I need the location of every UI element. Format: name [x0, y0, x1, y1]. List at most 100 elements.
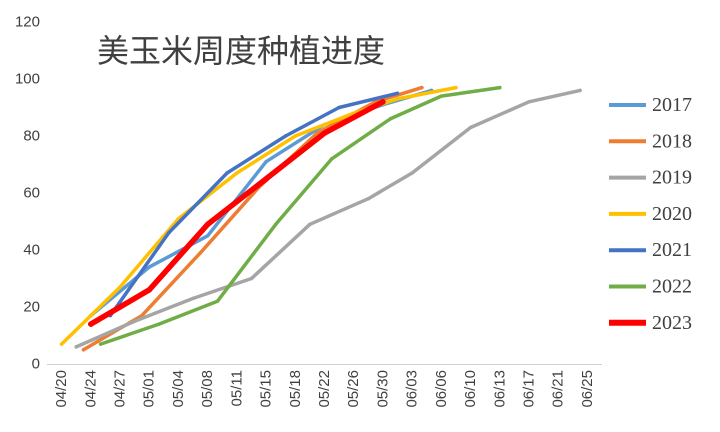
x-tick-label: 04/24 [82, 370, 99, 408]
chart-title: 美玉米周度种植进度 [97, 32, 385, 70]
y-tick-label: 100 [15, 71, 40, 88]
y-tick-label: 60 [23, 185, 40, 202]
x-tick-label: 05/04 [170, 370, 187, 408]
data-point [235, 171, 239, 175]
legend-label: 2021 [652, 239, 692, 261]
data-point [215, 299, 220, 304]
x-tick-label: 04/27 [112, 370, 129, 408]
data-point [293, 134, 298, 138]
series-line-2021 [108, 91, 400, 318]
x-tick-label: 05/22 [316, 370, 333, 408]
x-tick-label: 05/11 [228, 370, 245, 406]
series-line-2023 [88, 99, 386, 327]
x-tick-label: 06/10 [462, 370, 479, 408]
series-line-2019 [74, 88, 582, 349]
data-point [225, 171, 229, 175]
x-axis: 04/20 04/24 04/27 05/01 05/04 05/08 05/11 05/15… [47, 364, 602, 408]
legend: 2017 2018 2019 2020 2021 2022 2023 [609, 94, 692, 334]
data-point [191, 296, 195, 301]
legend-item-2019: 2019 [609, 167, 692, 189]
legend-item-2022: 2022 [609, 276, 692, 298]
data-point [157, 322, 161, 326]
x-tick-label: 06/25 [579, 370, 596, 408]
x-tick-label: 05/01 [141, 370, 158, 408]
data-point [88, 321, 94, 327]
data-point [366, 196, 371, 201]
data-point [204, 221, 211, 228]
data-point [98, 342, 103, 346]
legend-label: 2017 [652, 94, 692, 116]
x-tick-label: 05/18 [287, 370, 304, 408]
series-2021 [108, 91, 400, 318]
data-point [395, 91, 400, 96]
x-tick-label: 06/06 [433, 370, 450, 408]
x-tick-label: 05/30 [374, 370, 391, 408]
data-point [330, 157, 334, 161]
data-point [166, 231, 171, 235]
legend-label: 2020 [652, 203, 692, 225]
legend-label: 2023 [652, 312, 692, 334]
data-point [205, 234, 210, 238]
data-point [395, 97, 400, 101]
data-point [388, 117, 392, 121]
data-point [337, 105, 341, 110]
y-tick-label: 40 [23, 242, 40, 259]
x-tick-label: 06/13 [491, 370, 508, 408]
legend-item-2023: 2023 [609, 312, 692, 334]
data-point [380, 99, 386, 105]
x-tick-label: 06/03 [404, 370, 421, 408]
data-point [263, 176, 269, 182]
data-point [274, 222, 278, 227]
data-point [321, 130, 328, 136]
data-point [74, 345, 78, 349]
series-line-2020 [59, 85, 458, 346]
series-line-2018 [81, 85, 424, 352]
data-point [283, 134, 288, 138]
data-point [81, 348, 86, 352]
y-axis-tick-labels: 0 20 40 60 80 100 120 [15, 14, 40, 373]
data-point [198, 251, 203, 255]
data-point [454, 85, 458, 90]
y-tick-label: 80 [23, 128, 40, 145]
data-point [118, 285, 122, 289]
x-tick-label: 06/21 [550, 370, 567, 408]
y-tick-label: 20 [23, 299, 40, 316]
data-point [315, 131, 319, 135]
data-point [249, 276, 254, 281]
data-point [59, 342, 64, 346]
x-tick-label: 05/26 [345, 370, 362, 408]
y-tick-label: 120 [15, 14, 40, 31]
x-tick-label: 05/15 [258, 370, 275, 408]
series-line-2022 [98, 85, 502, 346]
data-point [439, 94, 444, 98]
data-point [264, 159, 268, 164]
series-2020 [59, 85, 458, 346]
data-point [308, 222, 312, 227]
data-point [410, 171, 414, 175]
series-2018 [81, 85, 424, 352]
series-2019 [74, 88, 582, 349]
series-2022 [98, 85, 502, 346]
x-tick-label: 05/08 [199, 370, 216, 408]
series-2023 [88, 99, 386, 327]
data-point [147, 265, 151, 269]
y-tick-label: 0 [32, 356, 40, 373]
data-point [132, 319, 137, 324]
data-point [527, 100, 531, 104]
data-point [146, 287, 152, 293]
legend-item-2020: 2020 [609, 203, 692, 225]
x-tick-label: 06/17 [520, 370, 537, 408]
legend-item-2017: 2017 [609, 94, 692, 116]
series-layer [59, 85, 582, 352]
legend-item-2018: 2018 [609, 130, 692, 152]
data-point [498, 85, 502, 90]
data-point [420, 85, 424, 90]
legend-label: 2022 [652, 276, 692, 298]
legend-label: 2019 [652, 167, 692, 189]
x-tick-label: 04/20 [53, 370, 70, 408]
data-point [468, 125, 473, 130]
legend-item-2021: 2021 [609, 239, 692, 261]
legend-label: 2018 [652, 130, 692, 152]
data-point [578, 88, 582, 93]
